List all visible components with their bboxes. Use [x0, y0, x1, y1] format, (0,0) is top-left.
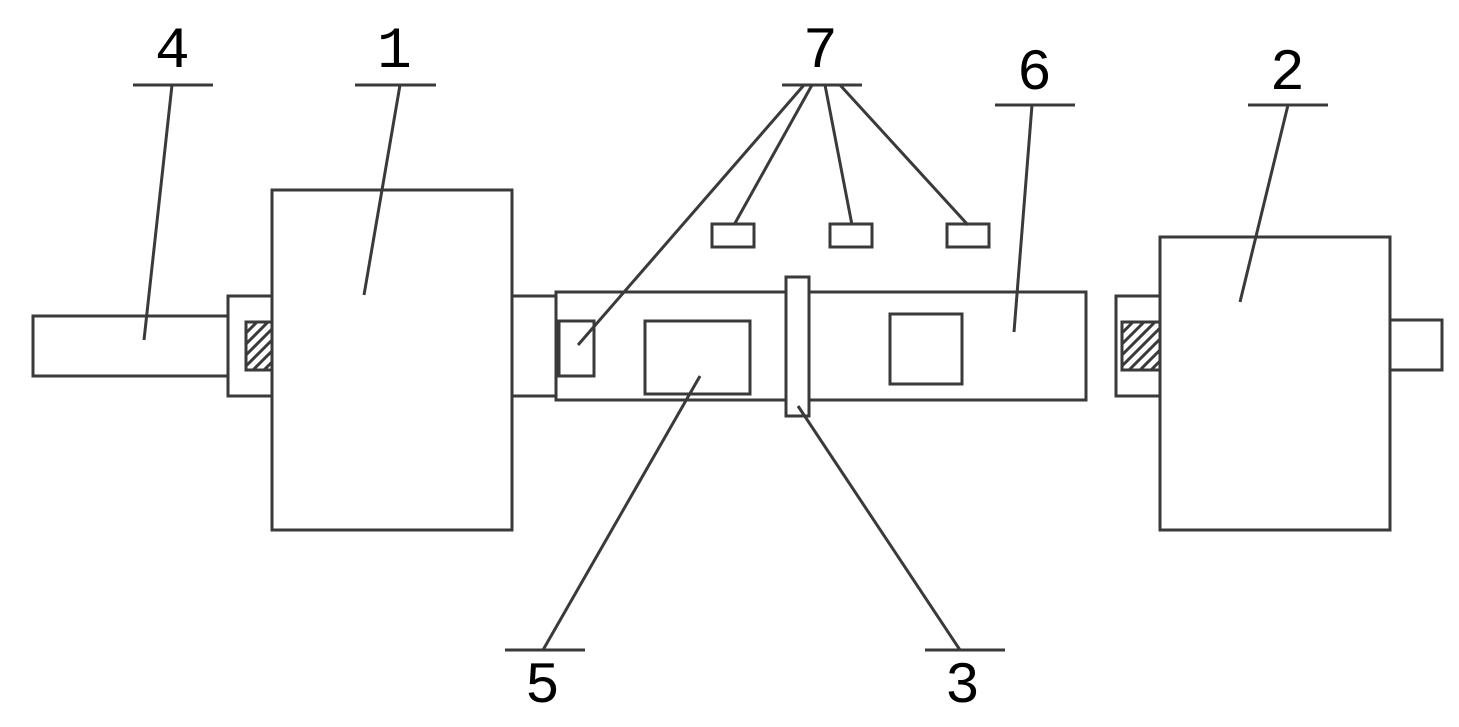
- label-7: 7: [803, 20, 838, 85]
- label-3: 3: [945, 655, 980, 720]
- label-5: 5: [525, 655, 560, 720]
- mechanical-diagram: [0, 0, 1459, 727]
- label-2: 2: [1270, 42, 1305, 107]
- label-1: 1: [377, 20, 412, 85]
- label-4: 4: [155, 20, 190, 85]
- label-6: 6: [1017, 42, 1052, 107]
